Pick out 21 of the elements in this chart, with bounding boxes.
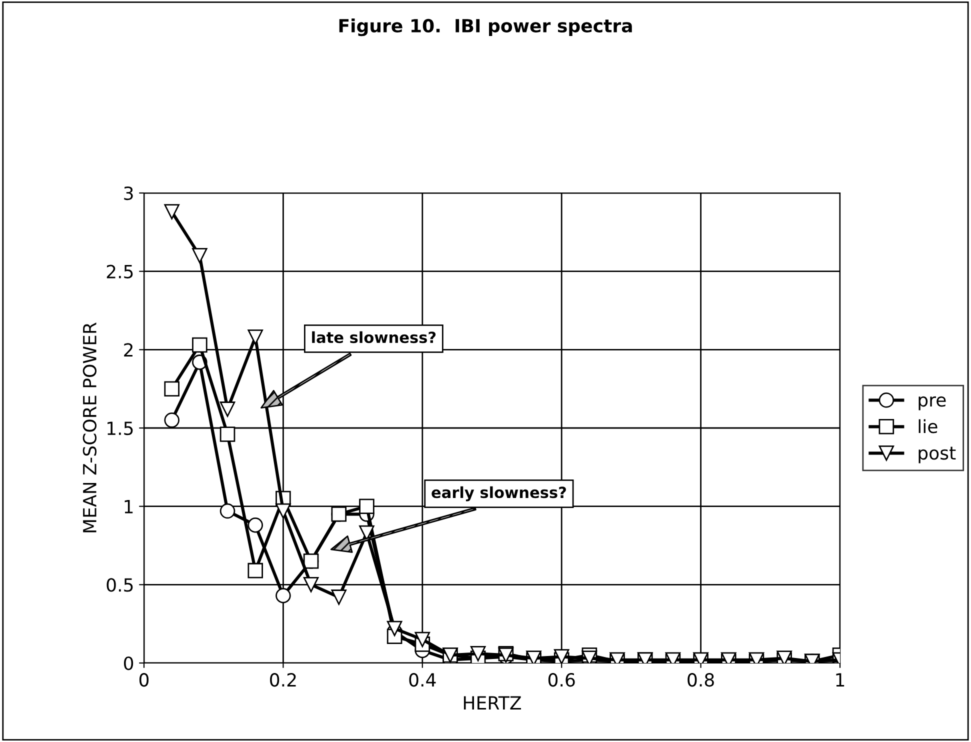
- x-tick-label: 0.4: [409, 673, 436, 687]
- y-tick-label: 1: [124, 500, 133, 514]
- y-tick-label: 1.5: [108, 422, 133, 436]
- y-tick-label: 0.5: [106, 578, 133, 592]
- x-tick-label: 1: [836, 673, 844, 686]
- y-axis-title: MEAN Z-SCORE POWER: [82, 322, 97, 532]
- annotation: early slowness?: [432, 486, 566, 502]
- x-tick-label: 0: [139, 673, 149, 687]
- x-tick-label: 0.8: [688, 673, 714, 687]
- x-axis-title: HERTZ: [464, 696, 521, 710]
- y-tick-label: 3: [124, 186, 133, 200]
- chart-title: Figure 10. IBI power spectra: [339, 18, 632, 36]
- y-tick-label: 2: [124, 343, 132, 357]
- legend-label: post: [918, 446, 956, 464]
- y-tick-label: 2.5: [106, 264, 133, 278]
- y-tick-label: 0: [124, 656, 134, 670]
- annotation: late slowness?: [312, 331, 436, 344]
- legend-label: lie: [918, 419, 938, 434]
- legend-label: pre: [918, 396, 946, 410]
- x-tick-label: 0.6: [548, 673, 575, 687]
- x-tick-label: 0.2: [270, 673, 296, 687]
